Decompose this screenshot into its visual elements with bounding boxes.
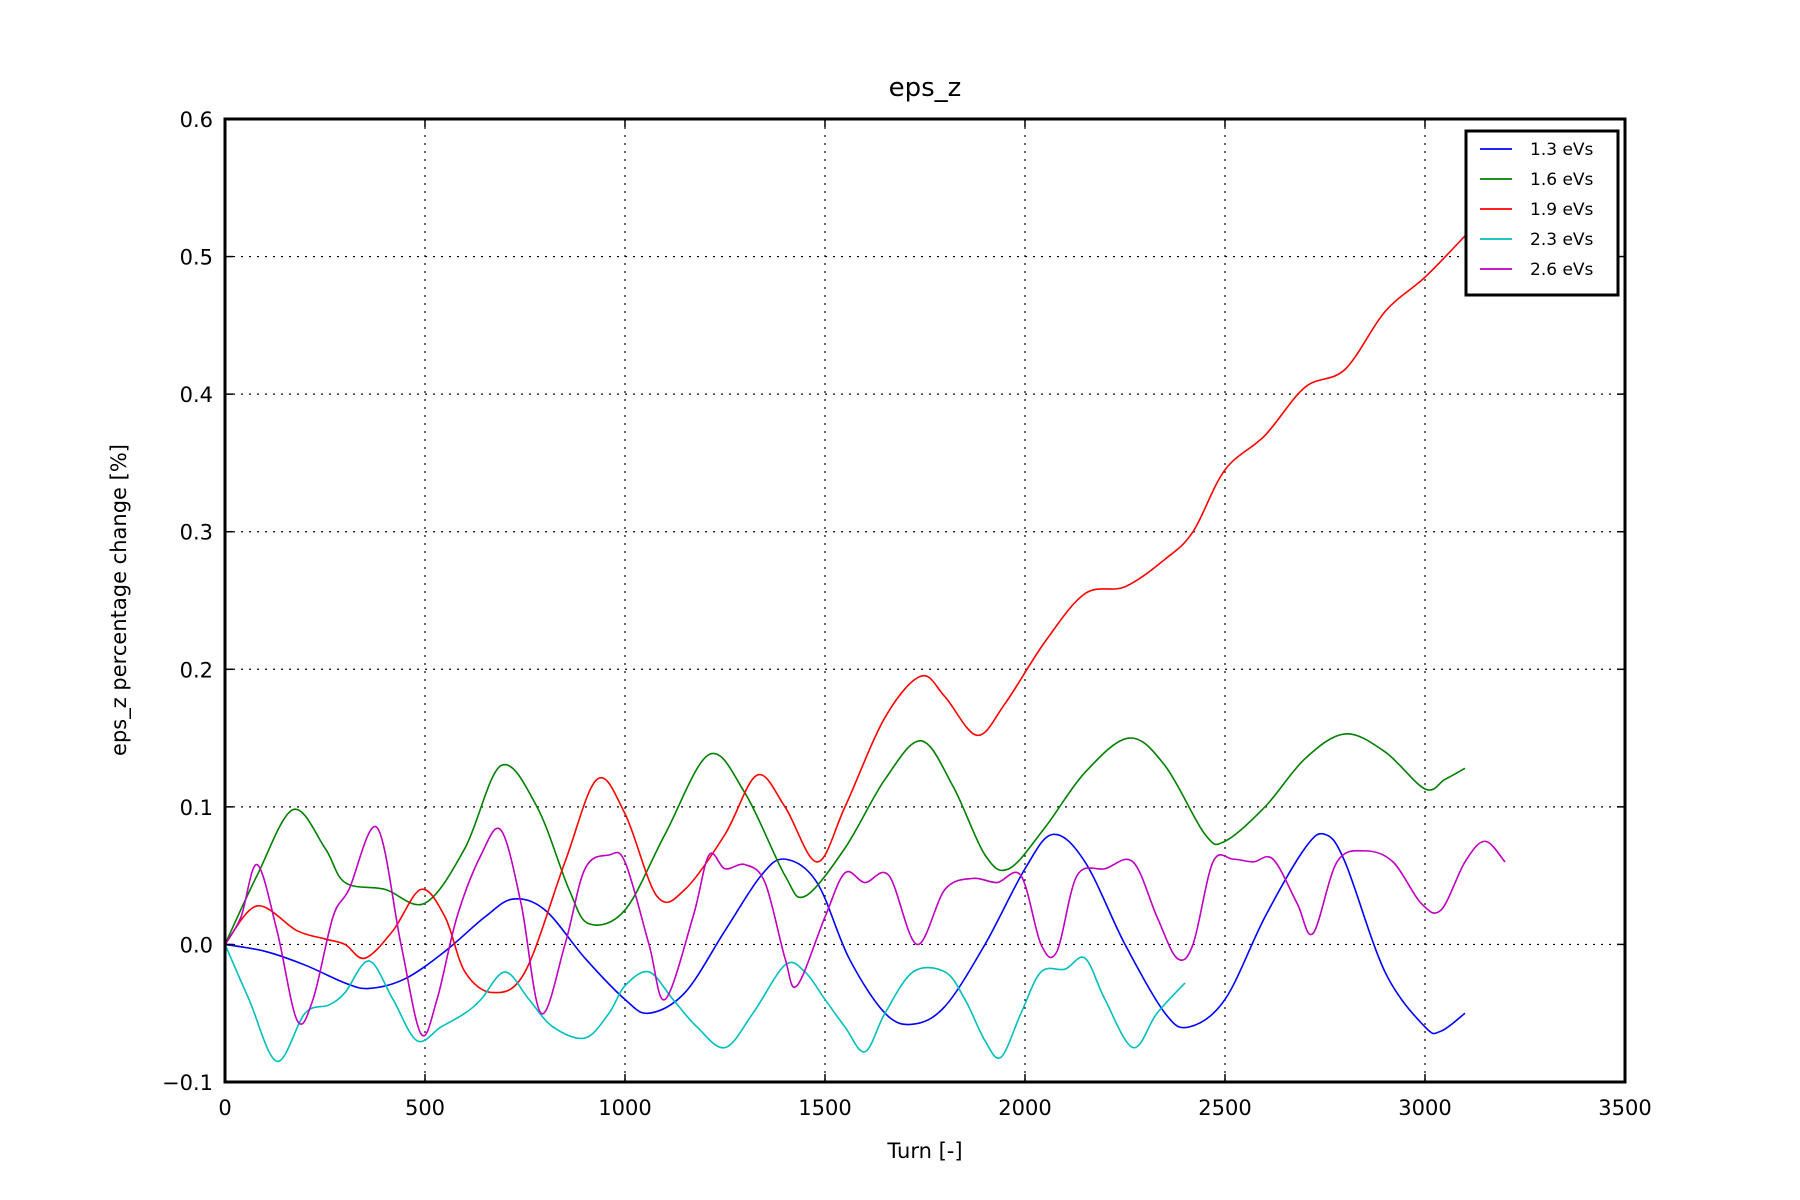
legend-label: 1.9 eVs — [1530, 200, 1594, 220]
x-tick-label: 2000 — [998, 1096, 1051, 1120]
x-tick-label: 1000 — [598, 1096, 651, 1120]
y-tick-label: 0.4 — [180, 383, 213, 407]
x-tick-label: 500 — [405, 1096, 445, 1120]
x-tick-label: 1500 — [798, 1096, 851, 1120]
legend-label: 1.3 eVs — [1530, 140, 1594, 160]
legend-label: 1.6 eVs — [1530, 170, 1594, 190]
x-axis-title: Turn [-] — [886, 1139, 962, 1163]
legend-label: 2.6 eVs — [1530, 260, 1594, 280]
x-tick-label: 0 — [218, 1096, 231, 1120]
y-tick-label: 0.2 — [180, 658, 213, 682]
legend-box — [1464, 129, 1620, 297]
y-tick-label: 0.6 — [180, 108, 213, 132]
series-layer — [224, 235, 1506, 1063]
series-line-1 — [224, 832, 1466, 1035]
plot-frame — [223, 117, 1627, 1084]
series-line-4 — [224, 944, 1186, 1063]
y-tick-label: 0.1 — [180, 796, 213, 820]
y-tick-label: 0.0 — [180, 933, 213, 957]
x-tick-label: 3500 — [1598, 1096, 1651, 1120]
y-tick-label: 0.3 — [180, 521, 213, 545]
legend: 1.3 eVs 1.6 eVs 1.9 eVs 2.3 eVs 2.6 eVs — [1464, 129, 1620, 297]
grid — [225, 119, 1625, 1082]
y-axis-title: eps_z percentage change [%] — [107, 444, 132, 756]
series-line-3 — [224, 235, 1466, 994]
y-tick-label: 0.5 — [180, 246, 213, 270]
x-tick-label: 3000 — [1398, 1096, 1451, 1120]
legend-label: 2.3 eVs — [1530, 230, 1594, 250]
series-line-2 — [224, 733, 1466, 945]
ticks: 0 500 1000 1500 2000 2500 3000 3500 −0.1 0.0 0.1 0.… — [162, 108, 1652, 1120]
y-tick-label: −0.1 — [162, 1071, 213, 1095]
series-line-5 — [224, 825, 1506, 1037]
x-tick-label: 2500 — [1198, 1096, 1251, 1120]
chart-title: eps_z — [889, 73, 962, 103]
